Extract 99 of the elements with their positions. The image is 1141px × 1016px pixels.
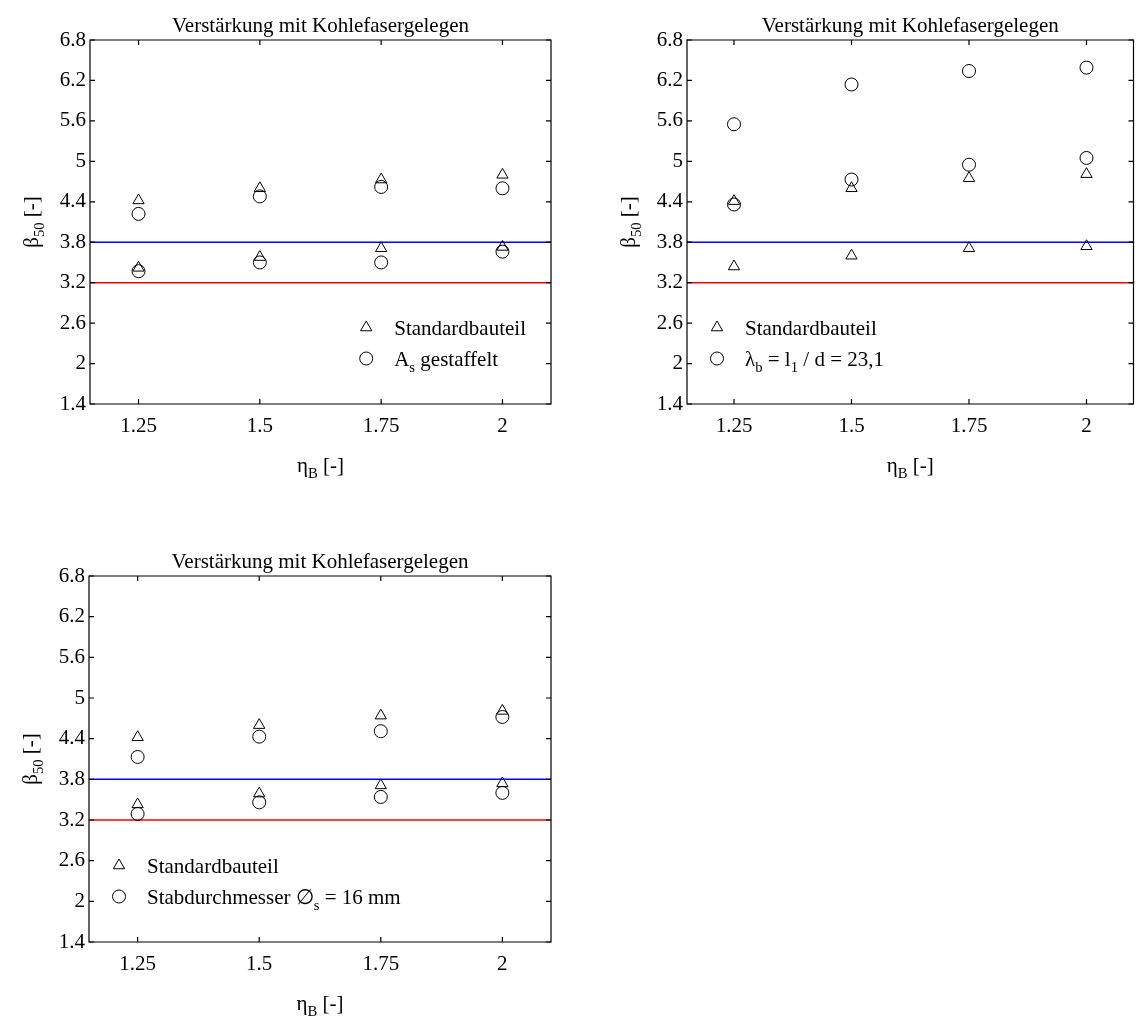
y-tick-label: 6.2 <box>58 603 85 628</box>
point <box>844 77 859 92</box>
y-tick-label: 6.8 <box>59 26 86 51</box>
x-tick-label: 1.5 <box>246 413 273 438</box>
point <box>374 778 387 790</box>
y-tick-label: 3.2 <box>58 806 85 831</box>
legend-label: Standardbauteil <box>394 315 527 340</box>
y-tick-label: 2.6 <box>58 847 85 872</box>
point <box>130 749 145 764</box>
y-tick-label: 2 <box>672 350 683 375</box>
point <box>496 776 509 788</box>
x-tick-label: 1.75 <box>950 413 988 438</box>
point <box>962 64 976 79</box>
chart-title: Verstärkung mit Kohlefasergelegen <box>171 549 470 573</box>
point <box>374 255 389 270</box>
point <box>374 179 389 194</box>
y-tick-label: 5 <box>672 147 683 172</box>
y-tick-label: 4.4 <box>656 188 684 213</box>
y-tick-label: 4.4 <box>59 188 87 213</box>
y-tick-label: 6.2 <box>656 66 683 91</box>
point <box>1080 167 1093 178</box>
point <box>131 797 144 809</box>
point <box>253 181 266 193</box>
point <box>373 789 388 804</box>
point <box>495 709 510 724</box>
point <box>495 785 510 800</box>
point <box>130 806 145 821</box>
point <box>496 167 509 179</box>
point <box>132 260 145 272</box>
point <box>1080 239 1093 251</box>
y-axis-title: β50 [-] <box>19 196 48 248</box>
legend-label: Standardbauteil <box>147 853 279 878</box>
point <box>962 241 976 253</box>
y-tick-label: 5.6 <box>58 643 85 668</box>
point <box>253 786 266 798</box>
y-tick-label: 3.8 <box>58 765 85 790</box>
y-tick-label: 2.6 <box>656 309 683 334</box>
y-tick-label: 1.4 <box>656 390 684 415</box>
point <box>375 241 388 253</box>
point <box>253 718 266 729</box>
point <box>845 181 858 193</box>
point <box>845 248 858 260</box>
y-tick-label: 5.6 <box>656 107 683 132</box>
point <box>131 730 144 742</box>
y-axis-title: β50 [-] <box>616 196 645 248</box>
x-tick-label: 1.75 <box>362 951 400 976</box>
point <box>375 172 388 184</box>
y-tick-label: 2.6 <box>59 309 86 334</box>
y-tick-label: 5 <box>75 147 86 172</box>
x-tick-label: 1.5 <box>246 951 273 976</box>
x-tick-label: 1.25 <box>119 951 157 976</box>
x-tick-label: 1.25 <box>120 413 157 438</box>
point <box>252 795 267 810</box>
x-tick-label: 2 <box>497 951 508 976</box>
y-tick-label: 6.2 <box>59 66 86 91</box>
legend-label: Standardbauteil <box>745 315 877 340</box>
point <box>1079 60 1094 75</box>
y-tick-label: 4.4 <box>58 725 86 750</box>
point <box>373 724 388 739</box>
point <box>727 117 741 132</box>
point <box>496 239 509 251</box>
y-tick-label: 2 <box>75 350 86 375</box>
point <box>727 194 741 205</box>
x-tick-label: 1.25 <box>715 413 753 438</box>
point <box>727 197 741 212</box>
x-tick-label: 1.5 <box>838 413 865 438</box>
x-tick-label: 2 <box>1081 413 1092 438</box>
chart-title: Verstärkung mit Kohlefasergelegen <box>171 13 470 37</box>
y-tick-label: 1.4 <box>58 928 86 953</box>
y-tick-label: 5 <box>74 684 85 709</box>
point <box>131 206 146 221</box>
x-tick-label: 2 <box>497 413 508 438</box>
point <box>495 181 510 196</box>
point <box>132 193 145 205</box>
x-tick-label: 1.75 <box>362 413 400 438</box>
point <box>253 250 266 261</box>
y-tick-label: 1.4 <box>59 390 87 415</box>
point <box>495 244 510 259</box>
point <box>252 729 267 744</box>
point <box>252 189 267 204</box>
point <box>844 172 859 187</box>
y-tick-label: 3.2 <box>59 269 86 294</box>
point <box>727 259 741 271</box>
chart-title: Verstärkung mit Kohlefasergelegen <box>761 13 1060 37</box>
point <box>252 255 267 270</box>
y-tick-label: 5.6 <box>59 107 86 132</box>
y-tick-label: 2 <box>74 887 85 912</box>
point <box>1079 150 1094 165</box>
point <box>962 171 976 182</box>
y-tick-label: 6.8 <box>656 26 683 51</box>
y-tick-label: 3.8 <box>59 228 86 253</box>
point <box>496 703 509 715</box>
point <box>962 157 976 172</box>
y-tick-label: 3.8 <box>656 228 683 253</box>
y-tick-label: 3.2 <box>656 269 683 294</box>
point <box>131 264 146 279</box>
point <box>374 708 387 720</box>
y-axis-title: β50 [-] <box>18 733 47 785</box>
y-tick-label: 6.8 <box>58 562 85 587</box>
